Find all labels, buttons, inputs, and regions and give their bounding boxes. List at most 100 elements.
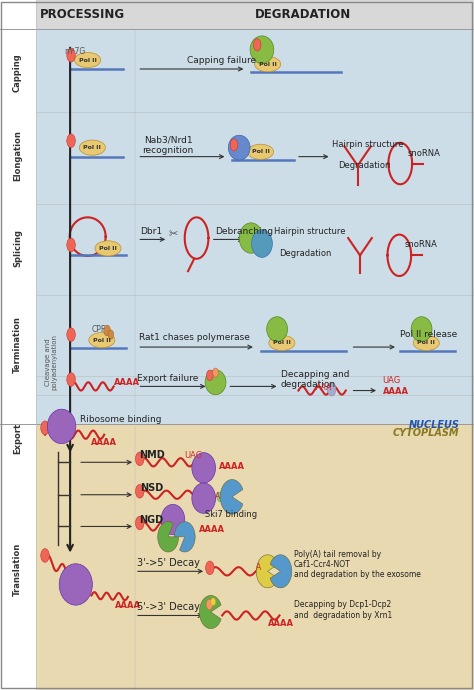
Text: Hairpin structure: Hairpin structure [332, 140, 403, 150]
Text: Pol II: Pol II [83, 145, 101, 150]
Text: CPF: CPF [91, 324, 106, 334]
Text: Translation: Translation [13, 542, 22, 596]
Text: Export failure: Export failure [137, 373, 199, 383]
Ellipse shape [67, 238, 75, 252]
Ellipse shape [41, 421, 49, 435]
Ellipse shape [206, 561, 214, 575]
Wedge shape [200, 595, 221, 629]
Ellipse shape [95, 241, 121, 256]
Ellipse shape [217, 492, 223, 502]
Ellipse shape [207, 370, 213, 381]
Text: Capping: Capping [13, 53, 22, 92]
Ellipse shape [41, 549, 49, 562]
Text: UAG: UAG [185, 451, 203, 460]
Ellipse shape [89, 333, 115, 348]
Wedge shape [174, 522, 195, 552]
Text: Cleavage and
polyadenylation: Cleavage and polyadenylation [45, 334, 58, 391]
Text: Degradation: Degradation [338, 161, 390, 170]
Text: Termination: Termination [13, 317, 22, 373]
Text: Hairpin structure: Hairpin structure [274, 226, 345, 236]
Text: CYTOPLASM: CYTOPLASM [393, 428, 459, 437]
Bar [0, 0, 474, 29]
Ellipse shape [79, 140, 105, 155]
Wedge shape [158, 522, 179, 552]
Text: UAG: UAG [383, 376, 401, 386]
Text: Ski7 binding: Ski7 binding [205, 509, 257, 519]
Text: Decapping and
degradation: Decapping and degradation [281, 370, 349, 389]
Ellipse shape [108, 330, 114, 339]
Text: Pol II release: Pol II release [400, 330, 457, 339]
Wedge shape [270, 555, 292, 588]
Ellipse shape [328, 382, 336, 396]
Text: Pol II: Pol II [99, 246, 117, 251]
Text: NSD: NSD [140, 483, 163, 493]
Ellipse shape [67, 134, 75, 148]
Text: A: A [215, 492, 220, 502]
Ellipse shape [136, 484, 144, 498]
Text: Pol II: Pol II [273, 340, 291, 346]
Text: Ribosome binding: Ribosome binding [80, 415, 161, 424]
Ellipse shape [213, 368, 219, 377]
Ellipse shape [192, 453, 216, 483]
Ellipse shape [255, 57, 281, 72]
Text: Export: Export [13, 422, 22, 454]
Ellipse shape [252, 230, 273, 257]
Text: Elongation: Elongation [13, 130, 22, 181]
Ellipse shape [161, 504, 185, 535]
Ellipse shape [47, 409, 76, 444]
Ellipse shape [254, 39, 261, 51]
Ellipse shape [250, 36, 274, 63]
Ellipse shape [411, 317, 432, 342]
Text: Poly(A) tail removal by
Caf1-Ccr4-NOT
and degradation by the exosome: Poly(A) tail removal by Caf1-Ccr4-NOT an… [294, 549, 420, 580]
Ellipse shape [211, 598, 216, 606]
Text: AAAA: AAAA [383, 387, 409, 397]
Wedge shape [256, 555, 278, 588]
Ellipse shape [192, 483, 216, 513]
Bar [0, 0, 36, 690]
Text: m²7G: m²7G [64, 47, 85, 57]
Text: snoRNA: snoRNA [407, 148, 440, 158]
Text: NUCLEUS: NUCLEUS [409, 420, 459, 430]
Text: Debranching: Debranching [216, 226, 273, 236]
Ellipse shape [239, 223, 263, 253]
Ellipse shape [228, 135, 250, 160]
Text: NGD: NGD [139, 515, 164, 524]
Text: Pol II: Pol II [79, 57, 97, 63]
Ellipse shape [67, 328, 75, 342]
Ellipse shape [67, 48, 75, 62]
Text: Nab3/Nrd1
recognition: Nab3/Nrd1 recognition [143, 135, 194, 155]
Text: Dbr1: Dbr1 [140, 226, 162, 236]
Text: Splicing: Splicing [13, 229, 22, 268]
Text: AAAA: AAAA [114, 378, 140, 388]
Ellipse shape [74, 52, 100, 68]
Text: Degradation: Degradation [280, 249, 332, 259]
Text: AAAA: AAAA [268, 619, 293, 629]
Text: AAAA: AAAA [199, 525, 225, 535]
Ellipse shape [67, 373, 75, 386]
Text: Pol II: Pol II [252, 149, 269, 155]
Bar [0, 424, 474, 690]
Text: PROCESSING: PROCESSING [40, 8, 126, 21]
Text: AAA: AAA [317, 383, 333, 393]
Text: 5'->3' Decay: 5'->3' Decay [137, 602, 200, 612]
Text: Rat1 chases polymerase: Rat1 chases polymerase [139, 333, 250, 342]
Text: AAAA: AAAA [91, 438, 117, 448]
Text: Pol II: Pol II [259, 61, 276, 67]
Text: Capping failure: Capping failure [187, 55, 256, 65]
Wedge shape [220, 480, 243, 514]
Ellipse shape [230, 139, 238, 151]
Text: NMD: NMD [139, 451, 164, 460]
Text: Pol II: Pol II [93, 337, 111, 343]
Ellipse shape [206, 599, 213, 610]
Ellipse shape [267, 317, 288, 342]
Ellipse shape [247, 144, 273, 159]
Ellipse shape [136, 452, 144, 466]
Text: Decapping by Dcp1-Dcp2
and  degradation by Xrn1: Decapping by Dcp1-Dcp2 and degradation b… [294, 600, 392, 620]
Ellipse shape [413, 335, 439, 351]
Text: A: A [256, 563, 261, 573]
Text: ✂: ✂ [168, 230, 178, 239]
Text: AAAA: AAAA [115, 600, 141, 610]
Ellipse shape [104, 325, 110, 336]
Text: snoRNA: snoRNA [405, 240, 438, 250]
Ellipse shape [269, 335, 295, 351]
